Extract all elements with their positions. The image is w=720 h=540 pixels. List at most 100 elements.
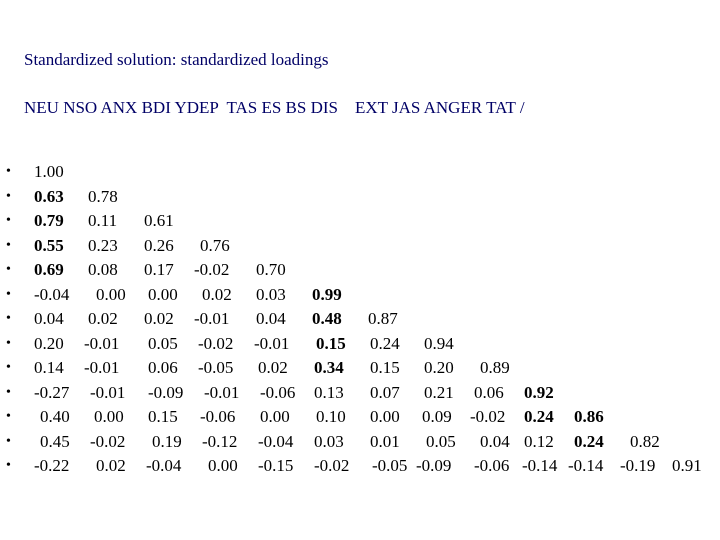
matrix-cell: 0.00 bbox=[208, 456, 238, 475]
matrix-cell: -0.01 bbox=[84, 358, 120, 377]
matrix-cell: 0.05 bbox=[426, 431, 456, 451]
matrix-cell: 0.82 bbox=[630, 431, 660, 451]
matrix-cell: 0.04 bbox=[480, 431, 510, 451]
matrix-cell: 0.79 bbox=[34, 211, 64, 230]
matrix-cell: 0.45 bbox=[40, 431, 70, 451]
matrix-cell: -0.02 bbox=[314, 456, 350, 475]
matrix-cell: 0.70 bbox=[256, 260, 286, 279]
matrix-cell: 0.89 bbox=[480, 358, 510, 377]
bullet-icon: • bbox=[6, 335, 11, 351]
matrix-cell: 0.13 bbox=[314, 382, 344, 402]
bullet-icon: • bbox=[6, 262, 11, 277]
matrix-cell: 0.15 bbox=[148, 407, 178, 426]
bullet-icon: • bbox=[6, 286, 11, 302]
matrix-cell: 0.99 bbox=[312, 284, 342, 304]
bullet-icon: • bbox=[6, 433, 11, 449]
matrix-cell: -0.06 bbox=[474, 456, 510, 475]
bullet-icon: • bbox=[6, 360, 11, 375]
matrix-cell: 0.94 bbox=[424, 333, 454, 353]
matrix-cell: 0.55 bbox=[34, 235, 64, 255]
matrix-cell: 0.06 bbox=[474, 382, 504, 402]
matrix-cell: 0.00 bbox=[260, 407, 290, 426]
matrix-cell: 0.24 bbox=[574, 431, 604, 451]
matrix-cell: 0.03 bbox=[256, 284, 286, 304]
matrix-cell: 0.69 bbox=[34, 260, 64, 279]
matrix-cell: 0.14 bbox=[34, 358, 64, 377]
matrix-cell: 0.15 bbox=[316, 333, 346, 353]
matrix-cell: 0.20 bbox=[34, 333, 64, 353]
matrix-cell: -0.06 bbox=[260, 382, 296, 402]
matrix-cell: 0.01 bbox=[370, 431, 400, 451]
matrix-cell: -0.01 bbox=[204, 382, 240, 402]
matrix-cell: 0.40 bbox=[40, 407, 70, 426]
matrix-cell: -0.14 bbox=[522, 456, 558, 475]
matrix-cell: 0.61 bbox=[144, 211, 174, 230]
matrix-cell: -0.04 bbox=[146, 456, 182, 475]
matrix-cell: 0.00 bbox=[370, 407, 400, 426]
matrix-cell: 0.23 bbox=[88, 235, 118, 255]
matrix-cell: 0.08 bbox=[88, 260, 118, 279]
matrix-cell: 0.02 bbox=[202, 284, 232, 304]
matrix-cell: 0.86 bbox=[574, 407, 604, 426]
matrix-cell: 0.19 bbox=[152, 431, 182, 451]
matrix-cell: 0.48 bbox=[312, 309, 342, 328]
matrix-cell: 0.00 bbox=[96, 284, 126, 304]
matrix-cell: -0.04 bbox=[34, 284, 70, 304]
matrix-cell: -0.01 bbox=[254, 333, 290, 353]
matrix-cell: -0.27 bbox=[34, 382, 70, 402]
matrix-cell: -0.01 bbox=[84, 333, 120, 353]
matrix-cell: 0.05 bbox=[148, 333, 178, 353]
matrix-cell: 0.20 bbox=[424, 358, 454, 377]
matrix-cell: -0.14 bbox=[568, 456, 604, 475]
bullet-icon: • bbox=[6, 164, 11, 179]
matrix-cell: 0.04 bbox=[34, 309, 64, 328]
matrix-cell: 0.04 bbox=[256, 309, 286, 328]
matrix-cell: 0.02 bbox=[144, 309, 174, 328]
matrix-cell: 1.00 bbox=[34, 162, 64, 181]
matrix-cell: 0.07 bbox=[370, 382, 400, 402]
bullet-icon: • bbox=[6, 237, 11, 253]
matrix-cell: 0.00 bbox=[94, 407, 124, 426]
matrix-cell: -0.01 bbox=[194, 309, 230, 328]
variable-header: NEU NSO ANX BDI YDEP TAS ES BS DIS EXT J… bbox=[24, 98, 525, 117]
matrix-cell: -0.02 bbox=[194, 260, 230, 279]
matrix-cell: 0.76 bbox=[200, 235, 230, 255]
matrix-cell: 0.78 bbox=[88, 186, 118, 206]
bullet-icon: • bbox=[6, 188, 11, 204]
matrix-cell: 0.06 bbox=[148, 358, 178, 377]
matrix-cell: -0.09 bbox=[148, 382, 184, 402]
matrix-cell: 0.26 bbox=[144, 235, 174, 255]
matrix-cell: -0.01 bbox=[90, 382, 126, 402]
bullet-icon: • bbox=[6, 409, 11, 424]
matrix-cell: -0.05 bbox=[198, 358, 234, 377]
matrix-cell: 0.15 bbox=[370, 358, 400, 377]
matrix-cell: -0.05 bbox=[372, 456, 408, 475]
matrix-cell: 0.24 bbox=[524, 407, 554, 426]
matrix-cell: 0.24 bbox=[370, 333, 400, 353]
matrix-cell: 0.12 bbox=[524, 431, 554, 451]
bullet-icon: • bbox=[6, 458, 11, 473]
matrix-cell: -0.09 bbox=[416, 456, 452, 475]
matrix-cell: 0.21 bbox=[424, 382, 454, 402]
matrix-cell: 0.11 bbox=[88, 211, 118, 230]
matrix-cell: 0.34 bbox=[314, 358, 344, 377]
matrix-cell: 0.91 bbox=[672, 456, 702, 475]
matrix-cell: 0.09 bbox=[422, 407, 452, 426]
matrix-cell: -0.15 bbox=[258, 456, 294, 475]
matrix-cell: 0.03 bbox=[314, 431, 344, 451]
bullet-icon: • bbox=[6, 311, 11, 326]
matrix-cell: -0.19 bbox=[620, 456, 656, 475]
matrix-cell: -0.12 bbox=[202, 431, 238, 451]
matrix-cell: 0.92 bbox=[524, 382, 554, 402]
matrix-cell: 0.02 bbox=[258, 358, 288, 377]
bullet-icon: • bbox=[6, 213, 11, 228]
slide-title: Standardized solution: standardized load… bbox=[24, 50, 329, 69]
matrix-cell: 0.63 bbox=[34, 186, 64, 206]
matrix-cell: 0.02 bbox=[88, 309, 118, 328]
matrix-cell: 0.87 bbox=[368, 309, 398, 328]
matrix-cell: 0.02 bbox=[96, 456, 126, 475]
matrix-cell: 0.10 bbox=[316, 407, 346, 426]
matrix-cell: -0.04 bbox=[258, 431, 294, 451]
matrix-cell: -0.22 bbox=[34, 456, 70, 475]
matrix-cell: 0.17 bbox=[144, 260, 174, 279]
